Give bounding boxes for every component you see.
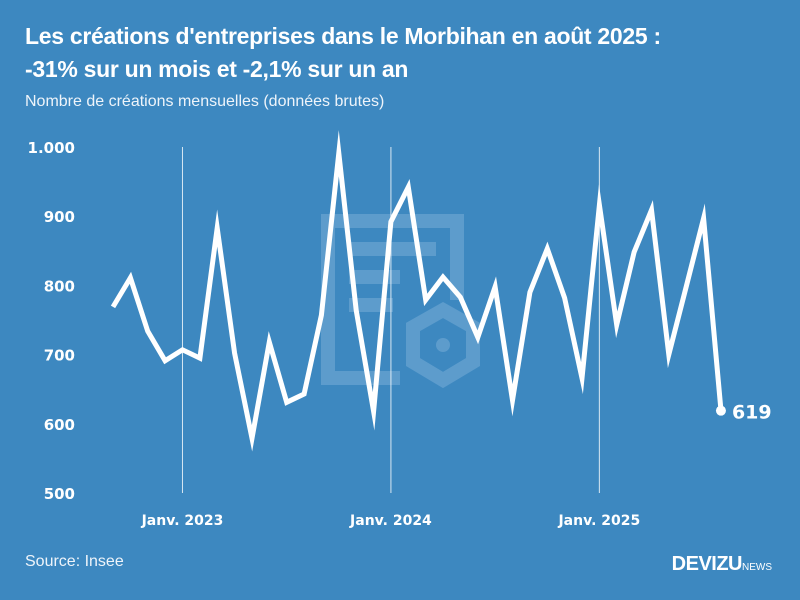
- y-tick-label: 500: [44, 485, 75, 503]
- chart-title: Les créations d'entreprises dans le Morb…: [25, 20, 785, 86]
- y-axis: 500 600 700 800 900 1.000: [28, 139, 75, 503]
- x-axis: Janv. 2023 Janv. 2024 Janv. 2025: [141, 513, 641, 529]
- title-line-1: Les créations d'entreprises dans le Morb…: [25, 23, 661, 49]
- annotations: 619: [715, 402, 772, 424]
- chart-subtitle: Nombre de créations mensuelles (données …: [25, 93, 385, 110]
- x-tick-label: Janv. 2023: [141, 513, 224, 529]
- series-line: [110, 130, 724, 452]
- y-tick-label: 1.000: [28, 139, 75, 157]
- logo-suffix: NEWS: [742, 562, 772, 573]
- title-line-2: -31% sur un mois et -2,1% sur un an: [25, 56, 409, 82]
- source-note: Source: Insee: [25, 553, 124, 570]
- series-polyline: [110, 130, 724, 452]
- watermark-hexagon-icon: [406, 301, 480, 389]
- logo-main: DEVIZU: [671, 553, 743, 575]
- y-tick-label: 900: [44, 208, 75, 226]
- last-point-marker: [715, 405, 726, 416]
- y-tick-label: 600: [44, 416, 75, 434]
- x-tick-label: Janv. 2024: [349, 513, 432, 529]
- watermark-document-icon: [321, 214, 464, 385]
- x-tick-label: Janv. 2025: [557, 513, 640, 529]
- y-tick-label: 800: [44, 277, 75, 295]
- last-value-label: 619: [732, 402, 772, 424]
- gridlines: [181, 147, 600, 493]
- brand-logo: DEVIZUNEWS: [672, 553, 772, 576]
- y-tick-label: 700: [44, 347, 75, 365]
